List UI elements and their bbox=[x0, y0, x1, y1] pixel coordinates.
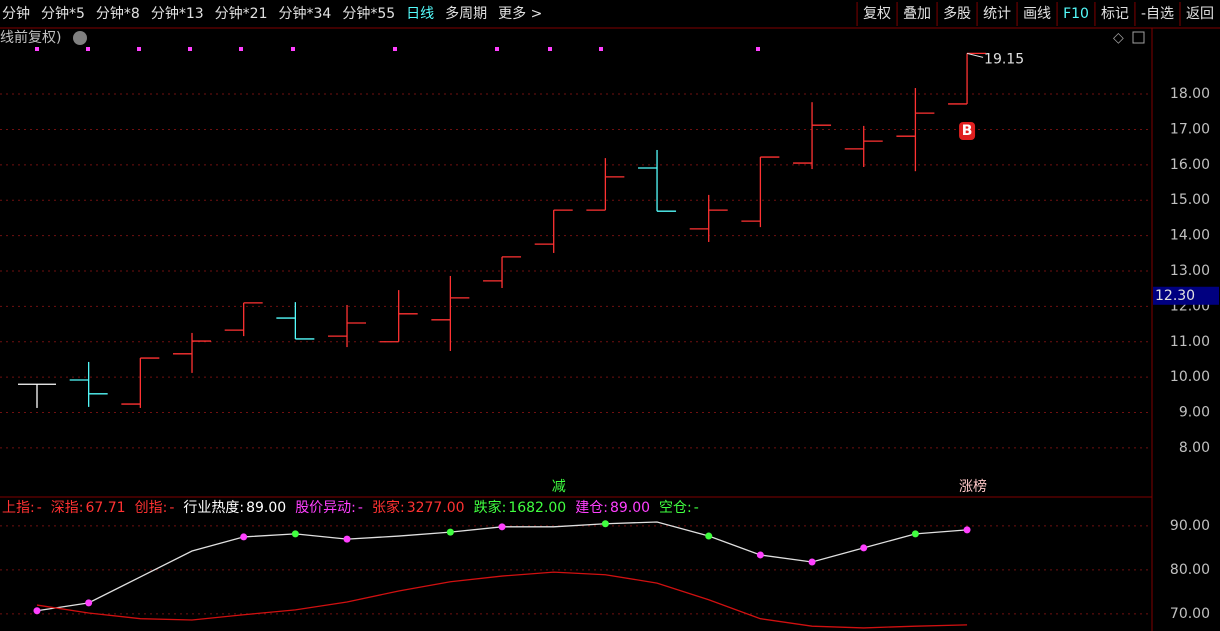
signal-label: 减 bbox=[552, 479, 566, 495]
legend-label: 股价异动: bbox=[295, 500, 356, 516]
diamond-icon[interactable]: ◇ bbox=[1113, 30, 1124, 46]
indicator-dot bbox=[498, 523, 506, 531]
indicator-dot bbox=[85, 599, 93, 607]
y-tick-label: 90.00 bbox=[1170, 518, 1210, 534]
legend-label: 上指: bbox=[2, 500, 35, 516]
legend-value: 3277.00 bbox=[407, 500, 465, 516]
period-tab[interactable]: 分钟*55 bbox=[342, 5, 395, 22]
legend-label: 深指: bbox=[51, 500, 84, 516]
legend-label: 张家: bbox=[372, 499, 405, 516]
legend-value: - bbox=[694, 500, 699, 516]
y-tick-label: 10.00 bbox=[1170, 369, 1210, 385]
toolbar-button[interactable]: 多股 bbox=[943, 5, 971, 22]
indicator-dot bbox=[343, 535, 351, 543]
indicator-dot bbox=[33, 607, 41, 615]
indicator-dot bbox=[756, 551, 764, 559]
legend-value: - bbox=[169, 500, 174, 516]
period-tab[interactable]: 分钟*5 bbox=[41, 5, 85, 22]
legend-label: 跌家: bbox=[474, 499, 507, 516]
legend-label: 创指: bbox=[135, 500, 168, 516]
y-tick-label: 8.00 bbox=[1179, 440, 1210, 456]
legend-value: 89.00 bbox=[610, 500, 650, 516]
y-tick-label: 13.00 bbox=[1170, 263, 1210, 279]
y-tick-label: 80.00 bbox=[1170, 562, 1210, 578]
period-tab[interactable]: 分钟*21 bbox=[215, 5, 268, 22]
indicator-line bbox=[36, 571, 968, 629]
y-tick-label: 9.00 bbox=[1179, 405, 1210, 421]
toolbar-button[interactable]: 标记 bbox=[1101, 6, 1129, 22]
y-tick-label: 11.00 bbox=[1170, 334, 1210, 350]
plot: 8.009.0010.0011.0012.0013.0014.0015.0016… bbox=[0, 51, 1219, 629]
legend-value: - bbox=[358, 500, 363, 516]
legend-label: 建仓: bbox=[575, 500, 608, 516]
indicator-dot bbox=[963, 526, 971, 534]
toolbar-button[interactable]: 复权 bbox=[863, 5, 891, 22]
period-tab[interactable]: 分钟 bbox=[2, 5, 30, 22]
y-tick-label: 70.00 bbox=[1170, 606, 1210, 622]
legend-value: 1682.00 bbox=[508, 500, 566, 516]
legend-value: 89.00 bbox=[246, 500, 286, 516]
signal-dots bbox=[35, 47, 760, 51]
cursor-price-label: 12.30 bbox=[1155, 288, 1195, 304]
period-tab[interactable]: 分钟*13 bbox=[151, 5, 204, 22]
y-tick-label: 16.00 bbox=[1170, 157, 1210, 173]
toolbar-button[interactable]: F10 bbox=[1063, 6, 1089, 22]
panel-icon[interactable] bbox=[1132, 31, 1145, 44]
signal-label: 涨榜 bbox=[959, 478, 987, 495]
period-tab[interactable]: 更多 > bbox=[498, 5, 542, 22]
indicator-dot bbox=[808, 558, 816, 566]
chart-title: 线前复权) bbox=[0, 29, 61, 46]
indicator-dot bbox=[911, 530, 919, 538]
legend-value: 67.71 bbox=[86, 500, 126, 516]
toolbar: 分钟 分钟*5 分钟*8 分钟*13 分钟*21 分钟*34 分钟*55 日线 多周期 更多 > 返… bbox=[2, 2, 1214, 26]
legend-label: 空仓: bbox=[659, 500, 692, 516]
cursor-price-box bbox=[1153, 286, 1219, 305]
toolbar-button[interactable]: 叠加 bbox=[903, 6, 931, 22]
period-tab[interactable]: 日线 bbox=[406, 6, 434, 22]
legend-value: - bbox=[37, 500, 42, 516]
period-tab[interactable]: 分钟*34 bbox=[279, 5, 332, 22]
dropdown-icon[interactable] bbox=[73, 31, 87, 45]
max-price-label: 19.15 bbox=[984, 51, 1024, 67]
toolbar-button[interactable]: -自选 bbox=[1141, 6, 1174, 22]
buy-label: B bbox=[962, 123, 973, 139]
indicator-dot bbox=[240, 533, 248, 541]
legend-label: 行业热度: bbox=[183, 500, 244, 516]
toolbar-button[interactable]: 返回 bbox=[1186, 6, 1214, 22]
y-tick-label: 14.00 bbox=[1170, 228, 1210, 244]
buy-badge bbox=[959, 122, 976, 140]
indicator-dot bbox=[291, 530, 299, 538]
indicator-dot bbox=[705, 532, 713, 540]
toolbar-button[interactable]: 画线 bbox=[1023, 6, 1051, 22]
indicator-dot bbox=[860, 544, 868, 552]
y-tick-label: 17.00 bbox=[1170, 121, 1210, 137]
y-tick-label: 15.00 bbox=[1170, 192, 1210, 208]
indicator-dot bbox=[446, 528, 454, 536]
max-price-pointer bbox=[966, 52, 984, 58]
indicator-dot bbox=[601, 520, 609, 528]
toolbar-button[interactable]: 统计 bbox=[983, 6, 1011, 22]
y-tick-label: 18.00 bbox=[1170, 86, 1210, 102]
period-tab[interactable]: 多周期 bbox=[445, 5, 487, 22]
period-tab[interactable]: 分钟*8 bbox=[96, 5, 140, 22]
